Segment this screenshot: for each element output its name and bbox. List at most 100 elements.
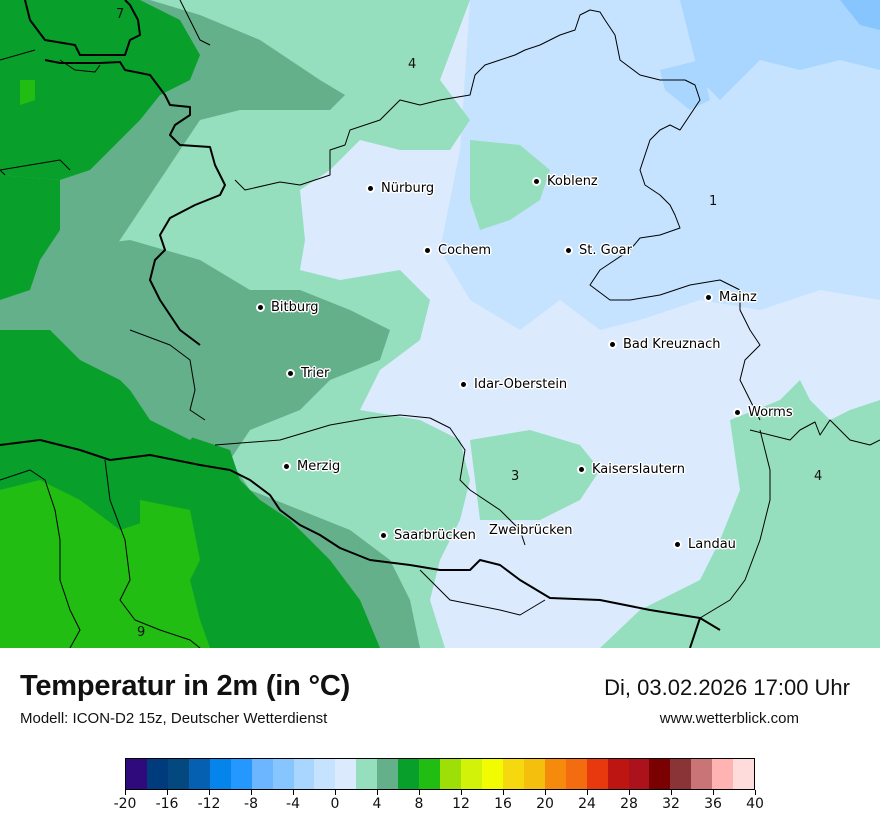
legend-swatch [712,759,734,789]
valid-datetime: Di, 03.02.2026 17:00 Uhr [604,675,850,700]
legend-swatch [272,759,294,789]
legend-tick-label: -8 [244,796,258,812]
legend-tick [208,790,210,795]
legend-swatch [440,759,461,789]
contour-value-label: 4 [814,469,823,484]
city-name: Landau [688,537,736,552]
legend-swatch [314,759,336,789]
legend-swatch [398,759,420,789]
city-marker: St. Goar [566,243,632,258]
legend-tick-label: -16 [155,796,179,812]
legend-tick [502,790,504,795]
legend-swatch [188,759,210,789]
city-name: Bad Kreuznach [623,337,721,352]
city-dot-icon [368,186,373,191]
legend-swatch [628,759,650,789]
legend-swatch [523,759,545,789]
city-dot-icon [579,467,584,472]
city-marker: Landau [675,537,736,552]
place-name: Zweibrücken [489,523,573,538]
legend-swatch [461,759,482,789]
city-name: Bitburg [271,300,319,315]
legend-tick [166,790,168,795]
legend-tick [544,790,546,795]
legend-swatch [167,759,189,789]
legend-tick [292,790,294,795]
city-name: Worms [748,405,793,420]
contour-value-label: 7 [116,7,125,22]
city-name: St. Goar [579,243,632,258]
legend-tick-label: 4 [372,796,382,812]
legend-tick [628,790,630,795]
legend-tick [376,790,378,795]
contour-value-label: 1 [709,194,718,209]
legend-swatch [293,759,315,789]
city-name: Mainz [719,290,757,305]
temperature-map[interactable]: 7 4 1 3 4 9 Nürburg Koblenz Cochem St. Goar Bitbu… [0,0,880,648]
legend-swatch [670,759,692,789]
legend-swatch [146,759,168,789]
city-name: Nürburg [381,181,435,196]
legend-tick [670,790,672,795]
city-marker: Merzig [284,459,340,474]
legend-swatch [481,759,503,789]
city-marker: Trier [288,366,329,381]
city-dot-icon [381,533,386,538]
legend-swatch [691,759,713,789]
legend-tick [754,790,756,795]
city-marker: Worms [735,405,793,420]
legend-tick [334,790,336,795]
contour-value-label: 9 [137,625,146,640]
city-dot-icon [706,295,711,300]
model-info: Modell: ICON-D2 15z, Deutscher Wetterdie… [20,710,328,727]
legend-tick [418,790,420,795]
legend-tick-label: 28 [620,796,638,812]
legend-tick [250,790,252,795]
legend-swatch [419,759,441,789]
city-dot-icon [258,305,263,310]
legend-tick-label: -20 [113,796,137,812]
color-legend-ticks: -20 -16 -12 -8 -4 0 4 8 12 16 20 24 28 32 36 40 [114,790,764,820]
legend-swatch [544,759,566,789]
city-dot-icon [534,179,539,184]
legend-tick-label: 12 [452,796,470,812]
city-dot-icon [288,371,293,376]
city-marker: Nürburg [368,181,434,196]
legend-swatch [356,759,378,789]
legend-swatch [126,759,147,789]
legend-swatch [565,759,587,789]
legend-tick-label: 40 [746,796,764,812]
legend-swatch [335,759,357,789]
legend-tick-label: 24 [578,796,596,812]
legend-tick-label: -12 [197,796,221,812]
legend-tick-label: 0 [330,796,340,812]
legend-tick [712,790,714,795]
city-marker: Saarbrücken [381,528,476,543]
legend-swatch [607,759,629,789]
temperature-field [0,0,880,648]
city-name: Kaiserslautern [592,462,686,477]
city-name: Trier [301,366,330,381]
legend-swatch [230,759,252,789]
city-dot-icon [610,342,615,347]
legend-tick [586,790,588,795]
legend-tick-label: -4 [286,796,300,812]
color-legend [125,758,755,790]
city-name: Saarbrücken [394,528,476,543]
website-link[interactable]: www.wetterblick.com [659,710,799,727]
city-dot-icon [425,248,430,253]
legend-swatch [209,759,231,789]
city-dot-icon [735,410,740,415]
city-marker: Bitburg [258,300,319,315]
city-dot-icon [566,248,571,253]
legend-swatch [649,759,671,789]
legend-tick-label: 16 [494,796,512,812]
place-label: Zweibrücken [489,523,572,538]
legend-tick [124,790,126,795]
legend-swatch [377,759,399,789]
map-title: Temperatur in 2m (in °C) [20,670,351,702]
city-name: Idar-Oberstein [474,377,568,392]
city-marker: Kaiserslautern [579,462,685,477]
city-marker: Bad Kreuznach [610,337,721,352]
legend-tick-label: 36 [704,796,722,812]
